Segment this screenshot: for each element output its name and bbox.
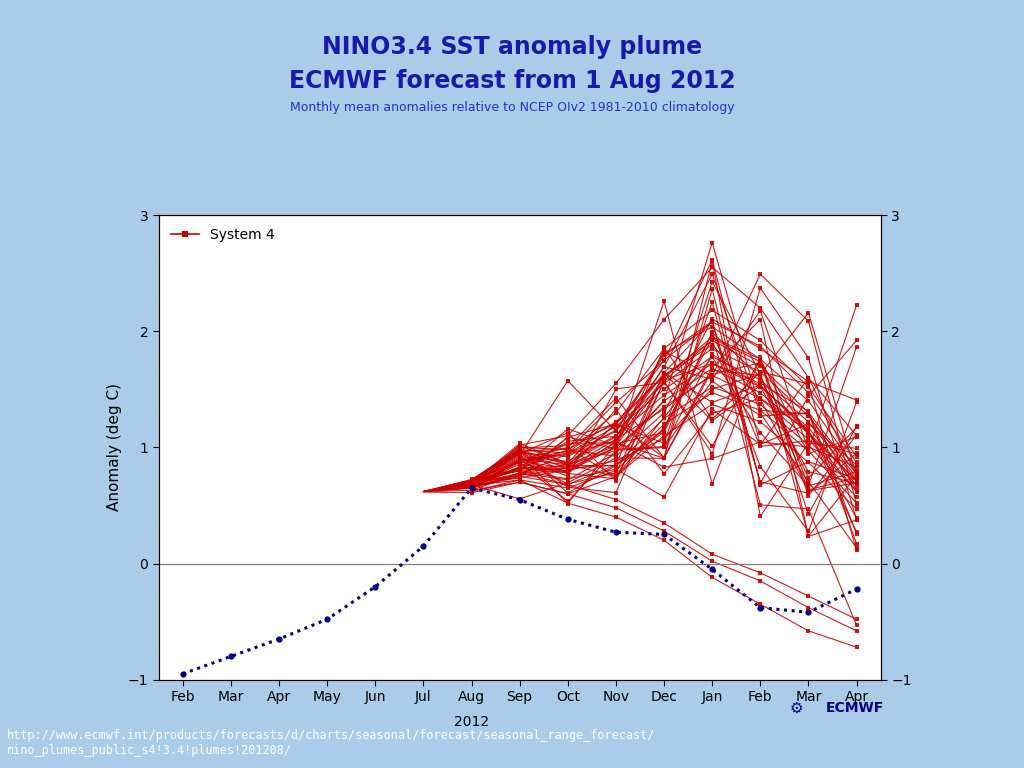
Legend: System 4: System 4: [166, 222, 281, 247]
Text: http://www.ecmwf.int/products/forecasts/d/charts/seasonal/forecast/seasonal_rang: http://www.ecmwf.int/products/forecasts/…: [7, 729, 655, 757]
Text: NINO3.4 SST anomaly plume: NINO3.4 SST anomaly plume: [322, 35, 702, 58]
Text: 2012: 2012: [454, 714, 489, 729]
Text: Monthly mean anomalies relative to NCEP OIv2 1981-2010 climatology: Monthly mean anomalies relative to NCEP …: [290, 101, 734, 114]
Y-axis label: Anomaly (deg C): Anomaly (deg C): [108, 383, 122, 511]
Text: ECMWF forecast from 1 Aug 2012: ECMWF forecast from 1 Aug 2012: [289, 69, 735, 93]
Text: ECMWF: ECMWF: [825, 701, 884, 716]
Text: ⚙: ⚙: [790, 701, 804, 716]
